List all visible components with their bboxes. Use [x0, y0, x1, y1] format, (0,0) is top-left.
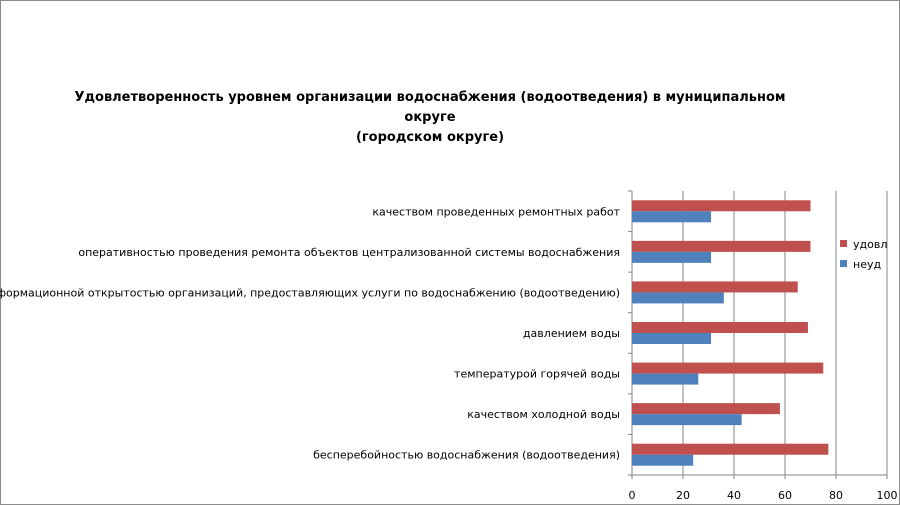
category-labels: качеством проведенных ремонтных работ опе…: [0, 205, 621, 461]
chart-title-line-2: (городском округе): [355, 130, 505, 145]
chart-title: Удовлетворенность уровнем организации во…: [60, 88, 800, 148]
legend: удовл неуд: [840, 238, 887, 271]
bar-udovl-4: [632, 362, 824, 374]
legend-swatch-neud: [840, 260, 847, 267]
category-label: температурой горячей воды: [454, 368, 620, 381]
bars: [632, 200, 829, 466]
x-tick-label: 0: [629, 489, 636, 502]
category-label: бесперебойностью водоснабжения (водоотве…: [313, 449, 620, 462]
bar-neud-3: [632, 333, 712, 344]
x-tick-label: 60: [778, 489, 792, 502]
bar-udovl-0: [632, 200, 811, 212]
x-tick-label: 100: [877, 489, 898, 502]
chart-title-line-1: Удовлетворенность уровнем организации во…: [74, 90, 786, 125]
bar-neud-1: [632, 251, 712, 263]
x-tick-label: 20: [676, 489, 690, 502]
bar-udovl-3: [632, 322, 808, 333]
legend-label-neud: неуд: [853, 258, 881, 271]
bar-udovl-5: [632, 403, 780, 415]
category-label: качеством проведенных ремонтных работ: [372, 205, 620, 218]
legend-label-udovl: удовл: [853, 238, 887, 251]
category-label: качеством холодной воды: [467, 408, 620, 421]
category-label: давлением воды: [523, 327, 620, 340]
bar-udovl-2: [632, 281, 798, 293]
x-tick-labels: 0 20 40 60 80 100: [629, 489, 898, 502]
x-tick-label: 80: [829, 489, 843, 502]
bar-neud-5: [632, 414, 742, 426]
bar-neud-2: [632, 292, 724, 304]
x-tick-label: 40: [727, 489, 741, 502]
category-label: информационной открытостью организаций, …: [0, 286, 620, 299]
bar-neud-6: [632, 454, 694, 466]
category-label: оперативностью проведения ремонта объект…: [78, 246, 620, 259]
legend-swatch-udovl: [840, 240, 847, 247]
bar-neud-0: [632, 211, 712, 223]
bar-neud-4: [632, 373, 699, 385]
bar-udovl-1: [632, 240, 811, 252]
bar-udovl-6: [632, 443, 829, 455]
